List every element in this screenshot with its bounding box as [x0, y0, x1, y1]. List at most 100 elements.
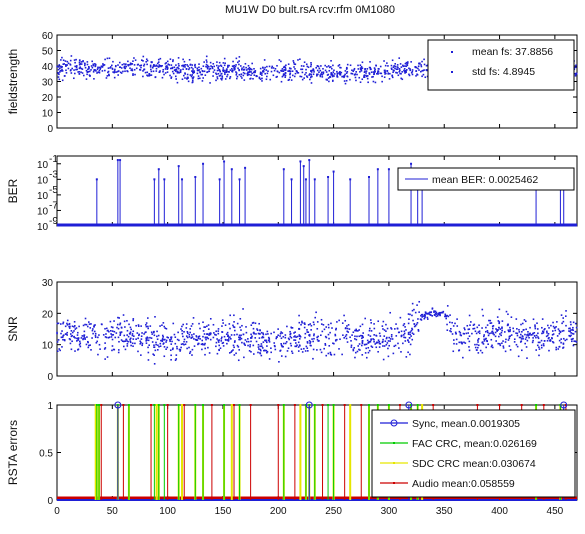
data-point [357, 64, 359, 67]
data-point [62, 338, 64, 341]
data-point [305, 68, 307, 71]
data-point [268, 358, 271, 360]
data-point [435, 313, 438, 315]
data-point [86, 325, 89, 328]
data-point [208, 334, 210, 336]
data-point [389, 311, 392, 314]
data-point [117, 327, 120, 330]
data-point [59, 349, 61, 352]
data-point [71, 340, 73, 343]
data-point [398, 68, 401, 70]
data-point [298, 338, 301, 340]
data-point [66, 322, 68, 325]
data-point [171, 348, 174, 351]
data-point [222, 67, 225, 69]
data-point [151, 66, 154, 69]
data-point [110, 336, 113, 338]
data-point [347, 324, 350, 326]
data-point [122, 340, 125, 343]
data-point [570, 338, 573, 341]
x-tick-label: 50 [107, 506, 119, 517]
data-point [204, 342, 206, 345]
data-point [385, 72, 387, 75]
data-point [284, 342, 287, 345]
data-point [516, 332, 519, 335]
data-point [425, 64, 428, 67]
data-point [403, 68, 406, 70]
y-tick-label: 10 [42, 341, 54, 352]
data-point [175, 78, 177, 80]
data-point [313, 333, 315, 335]
data-point [159, 345, 162, 348]
data-point [88, 66, 90, 69]
data-point [489, 319, 492, 322]
data-point [369, 335, 372, 337]
data-point [224, 70, 226, 72]
data-point [275, 337, 278, 340]
data-point [282, 66, 285, 69]
data-point [77, 337, 80, 339]
data-point [280, 69, 282, 72]
data-point [414, 324, 417, 327]
data-point [57, 65, 60, 68]
data-point [213, 69, 216, 71]
data-point [117, 74, 119, 76]
data-point [356, 335, 358, 338]
data-point [366, 75, 369, 77]
data-point [383, 76, 386, 79]
data-point [150, 70, 153, 73]
data-point [198, 69, 201, 71]
data-point [159, 325, 161, 327]
data-point [417, 67, 419, 70]
data-point [194, 66, 197, 69]
data-point [169, 338, 171, 341]
crc-marker [421, 404, 424, 406]
data-point [115, 332, 118, 334]
data-point [155, 341, 157, 344]
data-point [346, 341, 349, 343]
data-point [301, 68, 304, 71]
data-point [76, 334, 79, 336]
data-point [144, 71, 147, 74]
data-point [233, 346, 235, 349]
data-point [283, 69, 285, 71]
data-point [162, 68, 165, 71]
data-point [278, 71, 281, 74]
data-point [569, 321, 572, 323]
data-point [301, 320, 303, 323]
data-point [544, 328, 546, 330]
data-point [94, 69, 97, 71]
data-point [414, 311, 417, 314]
data-point [193, 71, 196, 73]
data-point [74, 61, 76, 64]
data-point [161, 337, 164, 340]
data-point [91, 60, 93, 63]
data-point [206, 71, 208, 74]
data-point [267, 70, 269, 73]
data-point [201, 70, 204, 72]
data-point [244, 339, 247, 341]
data-point [135, 324, 137, 327]
data-point [238, 334, 241, 337]
data-point [481, 341, 484, 344]
data-point [284, 68, 287, 71]
data-point [396, 66, 399, 68]
data-point [379, 342, 382, 345]
data-point [56, 350, 59, 352]
data-point [57, 72, 60, 75]
data-point [199, 338, 201, 340]
data-point [306, 329, 308, 331]
data-point [334, 339, 337, 342]
data-point [237, 67, 239, 70]
data-point [191, 323, 194, 325]
data-point [395, 68, 398, 71]
data-point [235, 352, 237, 355]
data-point [485, 326, 487, 329]
data-point [456, 325, 459, 327]
data-point [310, 73, 312, 76]
data-point [272, 67, 275, 69]
data-point [145, 331, 147, 333]
data-point [75, 66, 78, 69]
data-point [215, 341, 218, 344]
data-point [155, 70, 158, 72]
